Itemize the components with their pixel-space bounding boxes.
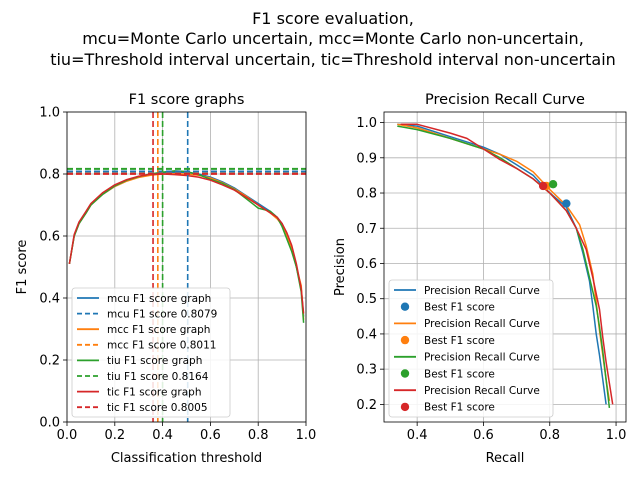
- best-f1-point-tiu: [548, 180, 558, 189]
- x-tick-label: 1.0: [606, 428, 627, 443]
- precision-recall-chart: 0.4 0.6 0.8 1.0 0.2 0.3 0.4 0.5 0.6 0.7 0.8 0.9 1.0 P…: [333, 92, 627, 466]
- legend-label-mcc: mcc F1 score graph: [107, 324, 210, 336]
- legend-marker-mcc: [400, 335, 410, 345]
- chart-title: Precision Recall Curve: [425, 92, 585, 108]
- f1-score-chart: 0.0 0.2 0.4 0.6 0.8 1.0 0.0 0.2 0.4 0.6 0.8 1.0 F1 s…: [15, 92, 316, 466]
- chart-title: F1 score graphs: [129, 92, 245, 108]
- legend-label-mcu: mcu F1 score graph: [107, 293, 211, 305]
- x-tick-label: 1.0: [296, 428, 317, 443]
- x-tick-label: 0.2: [104, 428, 125, 443]
- figure-title-line-2: mcu=Monte Carlo uncertain, mcc=Monte Car…: [82, 29, 584, 48]
- y-tick-label: 0.8: [356, 187, 377, 202]
- x-axis-label: Classification threshold: [111, 451, 262, 466]
- pr-curve-line-tic: [400, 123, 614, 405]
- legend-label-best-mcu: Best F1 score: [424, 302, 495, 314]
- x-tick-label: 0.4: [407, 428, 428, 443]
- y-axis-label: Precision: [333, 238, 348, 296]
- x-tick-label: 0.8: [248, 428, 269, 443]
- y-tick-label: 0.5: [356, 292, 377, 307]
- legend-marker-tic: [400, 402, 410, 412]
- legend-marker-mcu: [400, 302, 410, 311]
- x-tick-label: 0.8: [539, 428, 560, 443]
- legend-label-best-tiu: Best F1 score: [424, 368, 495, 380]
- y-tick-label: 0.0: [39, 416, 60, 431]
- legend-label-tic: tic F1 score 0.8005: [107, 402, 208, 414]
- y-axis-label: F1 score: [15, 240, 30, 295]
- y-tick-label: 0.8: [39, 168, 60, 183]
- legend-label-best-tic: Best F1 score: [424, 402, 495, 414]
- y-tick-label: 0.6: [39, 230, 60, 245]
- legend-label-mcu: Precision Recall Curve: [424, 285, 540, 297]
- legend-label-tiu: tiu F1 score graph: [107, 355, 202, 367]
- y-tick-label: 0.7: [356, 222, 377, 237]
- x-axis-label: Recall: [486, 451, 525, 466]
- y-tick-label: 1.0: [39, 106, 60, 121]
- legend-box: [71, 287, 231, 418]
- y-tick-label: 0.2: [39, 354, 60, 369]
- figure-title-line-1: F1 score evaluation,: [252, 9, 414, 28]
- y-tick-label: 1.0: [356, 116, 377, 131]
- legend-label-mcc: mcc F1 score 0.8011: [107, 340, 216, 352]
- best-f1-point-mcu: [562, 199, 571, 208]
- legend-label-mcc: Precision Recall Curve: [424, 318, 540, 330]
- legend-label-best-mcc: Best F1 score: [424, 335, 495, 347]
- legend-label-tic: Precision Recall Curve: [424, 385, 540, 397]
- figure-title-line-3: tiu=Threshold interval uncertain, tic=Th…: [50, 50, 616, 69]
- legend-label-mcu: mcu F1 score 0.8079: [107, 308, 217, 320]
- y-tick-label: 0.3: [356, 363, 377, 378]
- axes-frame: [66, 111, 307, 423]
- legend-label-tic: tic F1 score graph: [107, 386, 202, 398]
- y-tick-label: 0.2: [356, 398, 377, 413]
- y-tick-label: 0.9: [356, 151, 377, 166]
- legend-label-tiu: Precision Recall Curve: [424, 352, 540, 364]
- x-tick-label: 0.4: [152, 428, 173, 443]
- x-tick-label: 0.0: [57, 428, 78, 443]
- legend-marker-tiu: [400, 369, 410, 378]
- x-tick-label: 0.6: [473, 428, 494, 443]
- legend-label-tiu: tiu F1 score 0.8164: [107, 371, 209, 383]
- y-tick-label: 0.6: [356, 257, 377, 272]
- x-tick-label: 0.6: [200, 428, 221, 443]
- legend-box: [388, 279, 554, 418]
- axes-frame: [383, 111, 627, 423]
- best-f1-point-tic: [538, 181, 548, 191]
- y-tick-label: 0.4: [356, 327, 377, 342]
- f1-series-line-tic: [68, 173, 305, 314]
- y-tick-label: 0.4: [39, 292, 60, 307]
